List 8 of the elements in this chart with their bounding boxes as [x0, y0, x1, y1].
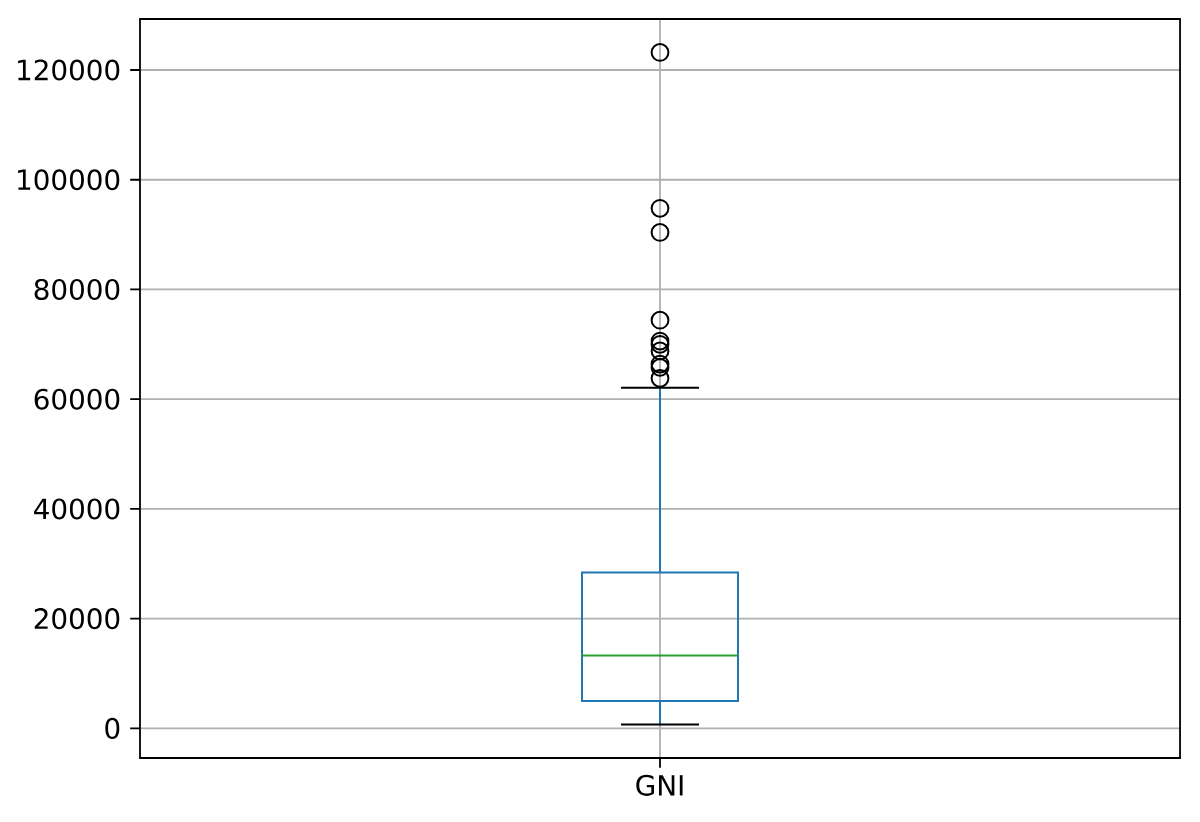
- y-tick-label: 120000: [18, 59, 120, 81]
- y-tick-label: 0: [105, 717, 120, 739]
- y-tick-label: 100000: [18, 169, 120, 191]
- y-tick-label: 20000: [34, 608, 120, 630]
- y-tick-label: 60000: [34, 388, 120, 410]
- x-tick-label: GNI: [636, 774, 683, 796]
- y-tick-label: 80000: [34, 278, 120, 300]
- y-tick-label: 40000: [34, 498, 120, 520]
